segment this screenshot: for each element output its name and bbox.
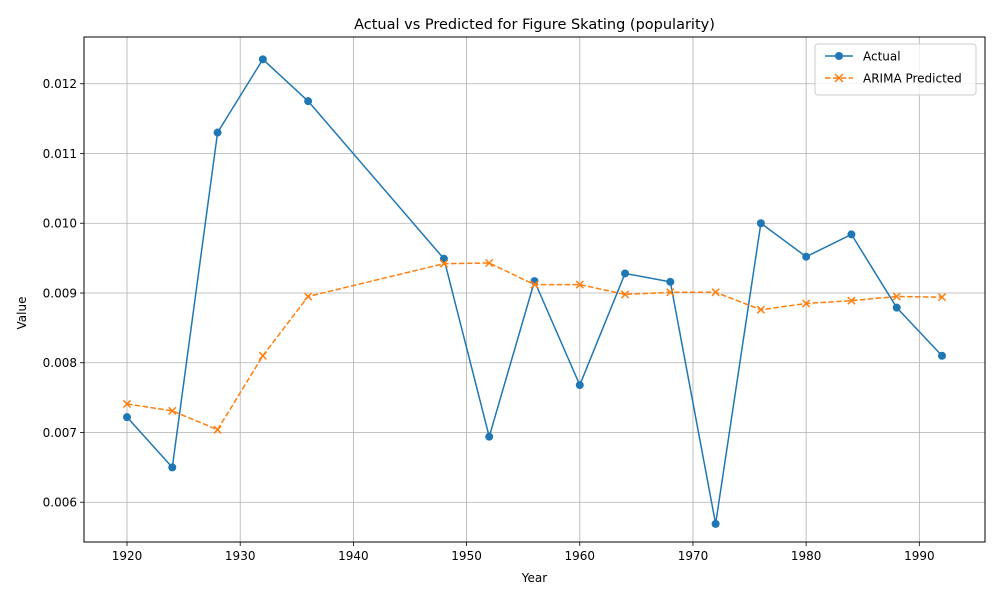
data-point-arima-predicted [122, 399, 132, 409]
x-marker-stroke [213, 425, 222, 434]
data-point-arima-predicted [303, 292, 313, 301]
data-point-actual [575, 381, 584, 390]
x-marker-stroke [711, 288, 720, 297]
x-marker-stroke [258, 351, 267, 360]
x-marker-stroke [847, 296, 856, 305]
x-tick-label: 1970 [678, 549, 709, 563]
x-tick-label: 1940 [338, 549, 369, 563]
x-tick-label: 1920 [112, 549, 143, 563]
legend-marker-predicted [834, 73, 844, 83]
x-marker-stroke [485, 258, 494, 268]
data-point-arima-predicted [213, 425, 222, 434]
data-point-arima-predicted [620, 290, 630, 299]
x-marker-stroke [756, 305, 766, 314]
data-point-actual [802, 252, 811, 261]
x-tick-label: 1990 [904, 549, 935, 563]
data-point-arima-predicted [530, 280, 539, 289]
y-tick-label: 0.012 [43, 77, 77, 91]
data-point-arima-predicted [575, 280, 584, 289]
data-point-actual [304, 97, 313, 106]
x-marker-stroke [937, 293, 947, 302]
y-axis-label: Value [15, 297, 29, 330]
data-point-actual [123, 413, 132, 422]
x-marker-stroke [303, 292, 313, 301]
data-point-actual [892, 303, 901, 312]
x-marker-stroke [666, 288, 675, 297]
data-point-actual [666, 277, 675, 286]
data-point-arima-predicted [168, 406, 177, 415]
data-point-actual [485, 432, 494, 441]
y-tick-label: 0.011 [43, 147, 77, 161]
data-point-actual [258, 55, 267, 64]
x-marker-stroke [620, 290, 630, 299]
legend-label-actual: Actual [863, 50, 901, 64]
chart-title: Actual vs Predicted for Figure Skating (… [354, 17, 715, 33]
y-tick-label: 0.010 [43, 217, 77, 231]
y-tick-label: 0.006 [43, 496, 77, 510]
x-marker-stroke [802, 299, 811, 308]
legend-box [814, 43, 977, 96]
data-point-arima-predicted [485, 258, 494, 268]
y-tick-label: 0.007 [43, 426, 77, 440]
data-point-arima-predicted [847, 296, 856, 305]
data-point-actual [937, 351, 946, 360]
data-point-arima-predicted [666, 288, 675, 297]
legend-marker-actual [835, 52, 843, 60]
legend-entry-predicted: ARIMA Predicted [825, 72, 962, 86]
x-axis-label: Year [521, 571, 547, 585]
x-marker-stroke [892, 292, 901, 301]
data-point-actual [621, 269, 630, 278]
data-point-arima-predicted [756, 305, 766, 314]
plot-area-frame [83, 36, 986, 543]
x-marker-stroke [168, 406, 177, 415]
series-line-arima-predicted [126, 262, 943, 431]
data-point-arima-predicted [892, 292, 901, 301]
data-point-arima-predicted [802, 299, 811, 308]
x-tick-label: 1960 [565, 549, 596, 563]
data-point-actual [847, 230, 856, 239]
data-point-actual [711, 519, 720, 528]
x-tick-label: 1980 [791, 549, 822, 563]
legend: Actual ARIMA Predicted [814, 43, 977, 96]
x-tick-label: 1950 [451, 549, 482, 563]
tick-layer: 1920 1930 1940 1950 1960 1970 1980 1990 0.006 0.0… [43, 77, 935, 563]
data-point-actual [756, 219, 765, 228]
x-marker-stroke [122, 399, 132, 409]
y-tick-label: 0.009 [43, 286, 77, 300]
x-tick-label: 1930 [225, 549, 256, 563]
data-point-arima-predicted [258, 351, 267, 360]
x-marker-stroke [575, 280, 584, 289]
data-point-arima-predicted [439, 259, 449, 268]
data-point-arima-predicted [937, 293, 947, 302]
data-point-arima-predicted [711, 288, 720, 297]
legend-label-predicted: ARIMA Predicted [863, 72, 962, 86]
y-tick-label: 0.008 [43, 356, 77, 370]
x-marker-stroke [530, 280, 539, 289]
data-point-actual [213, 128, 222, 137]
data-point-actual [168, 463, 177, 472]
legend-entry-actual: Actual [825, 50, 901, 64]
x-marker-stroke [439, 259, 449, 268]
grid-layer [84, 37, 985, 542]
series-layer [122, 55, 947, 528]
